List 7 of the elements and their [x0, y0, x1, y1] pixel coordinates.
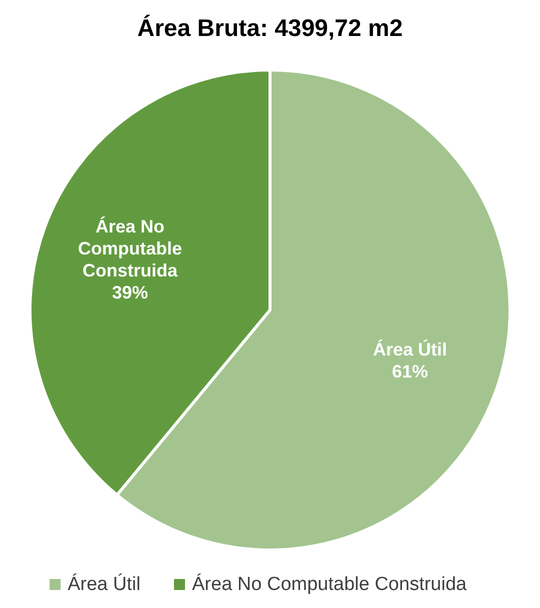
slice-label: Área No Computable Construida	[78, 216, 182, 281]
data-label: 61%	[392, 361, 428, 382]
legend-label: Área Útil	[68, 573, 140, 595]
legend-label: Área No Computable Construida	[192, 573, 468, 595]
chart-title: Área Bruta: 4399,72 m2	[137, 14, 403, 42]
slice-label: Área Útil	[372, 339, 448, 360]
data-label: 39%	[112, 282, 148, 303]
